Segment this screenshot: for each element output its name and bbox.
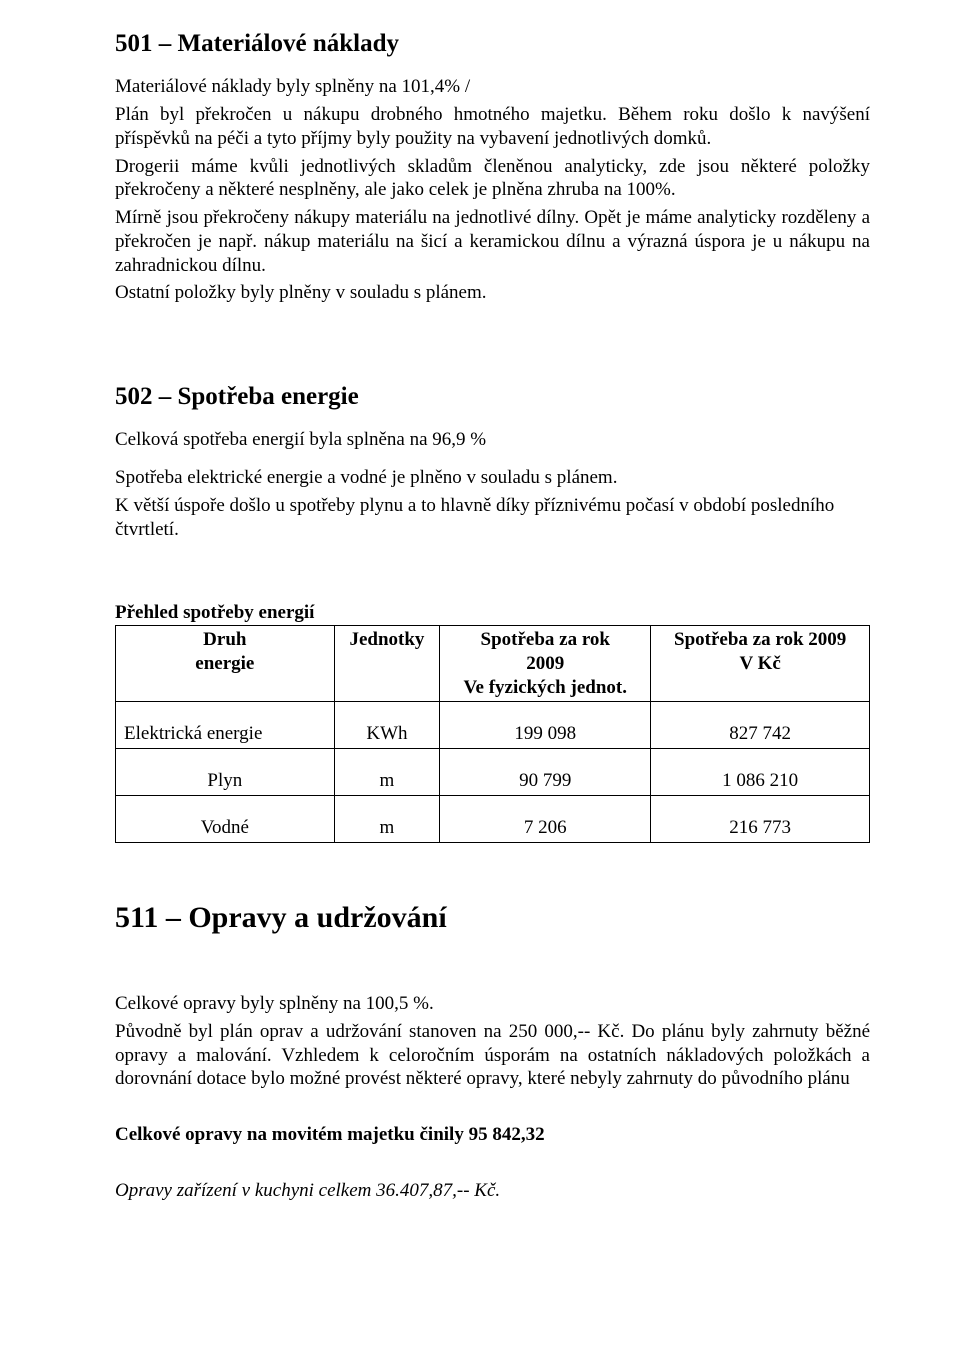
th-druh-l1: Druh (203, 629, 246, 650)
s511-p2: Původně byl plán oprav a udržování stano… (115, 1020, 870, 1091)
cell-unit: KWh (334, 702, 440, 749)
section-511-title: 511 – Opravy a udržování (115, 899, 870, 937)
th-kc-l2: V Kč (739, 653, 780, 674)
th-kc: Spotřeba za rok 2009 V Kč (651, 626, 870, 702)
s511-p4: Opravy zařízení v kuchyni celkem 36.407,… (115, 1179, 870, 1203)
table-row: Plyn m 90 799 1 086 210 (116, 749, 870, 796)
cell-name: Elektrická energie (116, 702, 335, 749)
cell-kc: 1 086 210 (651, 749, 870, 796)
th-jednotky: Jednotky (334, 626, 440, 702)
th-phys: Spotřeba za rok 2009 Ve fyzických jednot… (440, 626, 651, 702)
s501-p1: Materiálové náklady byly splněny na 101,… (115, 75, 870, 99)
s511-p1: Celkové opravy byly splněny na 100,5 %. (115, 992, 870, 1016)
section-502-title: 502 – Spotřeba energie (115, 381, 870, 412)
th-druh: Druh energie (116, 626, 335, 702)
table-header-row: Druh energie Jednotky Spotřeba za rok 20… (116, 626, 870, 702)
s502-p1: Celková spotřeba energií byla splněna na… (115, 428, 870, 452)
cell-name: Plyn (116, 749, 335, 796)
th-phys-l3: Ve fyzických jednot. (464, 677, 627, 698)
table-row: Elektrická energie KWh 199 098 827 742 (116, 702, 870, 749)
cell-name: Vodné (116, 795, 335, 842)
cell-unit: m (334, 749, 440, 796)
th-kc-l1: Spotřeba za rok 2009 (674, 629, 846, 650)
s501-p4: Mírně jsou překročeny nákupy materiálu n… (115, 206, 870, 277)
s501-p5: Ostatní položky byly plněny v souladu s … (115, 281, 870, 305)
s502-p2: Spotřeba elektrické energie a vodné je p… (115, 466, 870, 490)
th-phys-l2: 2009 (526, 653, 564, 674)
cell-kc: 216 773 (651, 795, 870, 842)
cell-unit: m (334, 795, 440, 842)
s511-p3: Celkové opravy na movitém majetku činily… (115, 1123, 870, 1147)
cell-kc: 827 742 (651, 702, 870, 749)
energy-table: Druh energie Jednotky Spotřeba za rok 20… (115, 625, 870, 843)
table-row: Vodné m 7 206 216 773 (116, 795, 870, 842)
s501-p2: Plán byl překročen u nákupu drobného hmo… (115, 103, 870, 151)
th-druh-l2: energie (195, 653, 254, 674)
s502-p3: K větší úspoře došlo u spotřeby plynu a … (115, 494, 870, 542)
th-phys-l1: Spotřeba za rok (481, 629, 610, 650)
cell-phys: 7 206 (440, 795, 651, 842)
s501-p3: Drogerii máme kvůli jednotlivých skladům… (115, 155, 870, 203)
energy-table-caption: Přehled spotřeby energií (115, 601, 870, 625)
cell-phys: 90 799 (440, 749, 651, 796)
section-501-title: 501 – Materiálové náklady (115, 28, 870, 59)
cell-phys: 199 098 (440, 702, 651, 749)
